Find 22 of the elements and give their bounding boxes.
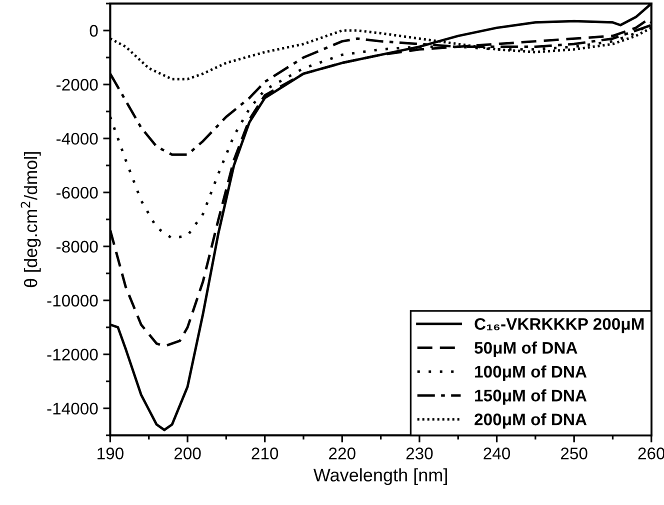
y-tick-label: -14000 — [47, 402, 98, 415]
x-tick-label: 210 — [252, 448, 278, 460]
x-tick-label: 250 — [561, 448, 588, 460]
legend-label: 200μM of DNA — [474, 413, 587, 429]
x-tick-label: 240 — [484, 448, 510, 460]
legend-label: 100μM of DNA — [475, 365, 587, 381]
x-tick-label: 190 — [98, 448, 124, 460]
y-tick-label: 0 — [90, 24, 98, 37]
legend-label: C₁₆-VKRKKKP 200μM — [474, 318, 644, 334]
y-tick-label: -8000 — [56, 240, 98, 253]
x-tick-label: 230 — [406, 448, 433, 460]
y-tick-label: -4000 — [56, 132, 98, 145]
x-tick-label: 220 — [329, 448, 356, 460]
y-tick-label: -2000 — [56, 78, 98, 91]
legend-label: 50μM of DNA — [474, 341, 578, 357]
legend-label: 150μM of DNA — [475, 389, 587, 405]
x-tick-label: 200 — [174, 448, 201, 460]
x-axis-title: Wavelength [nm] — [313, 468, 447, 486]
y-tick-label: -6000 — [56, 186, 98, 199]
y-tick-label: -10000 — [47, 294, 98, 307]
y-axis-title: θ [deg.cm$^{2}$/dmol] — [20, 152, 41, 288]
y-tick-label: -12000 — [47, 348, 98, 361]
